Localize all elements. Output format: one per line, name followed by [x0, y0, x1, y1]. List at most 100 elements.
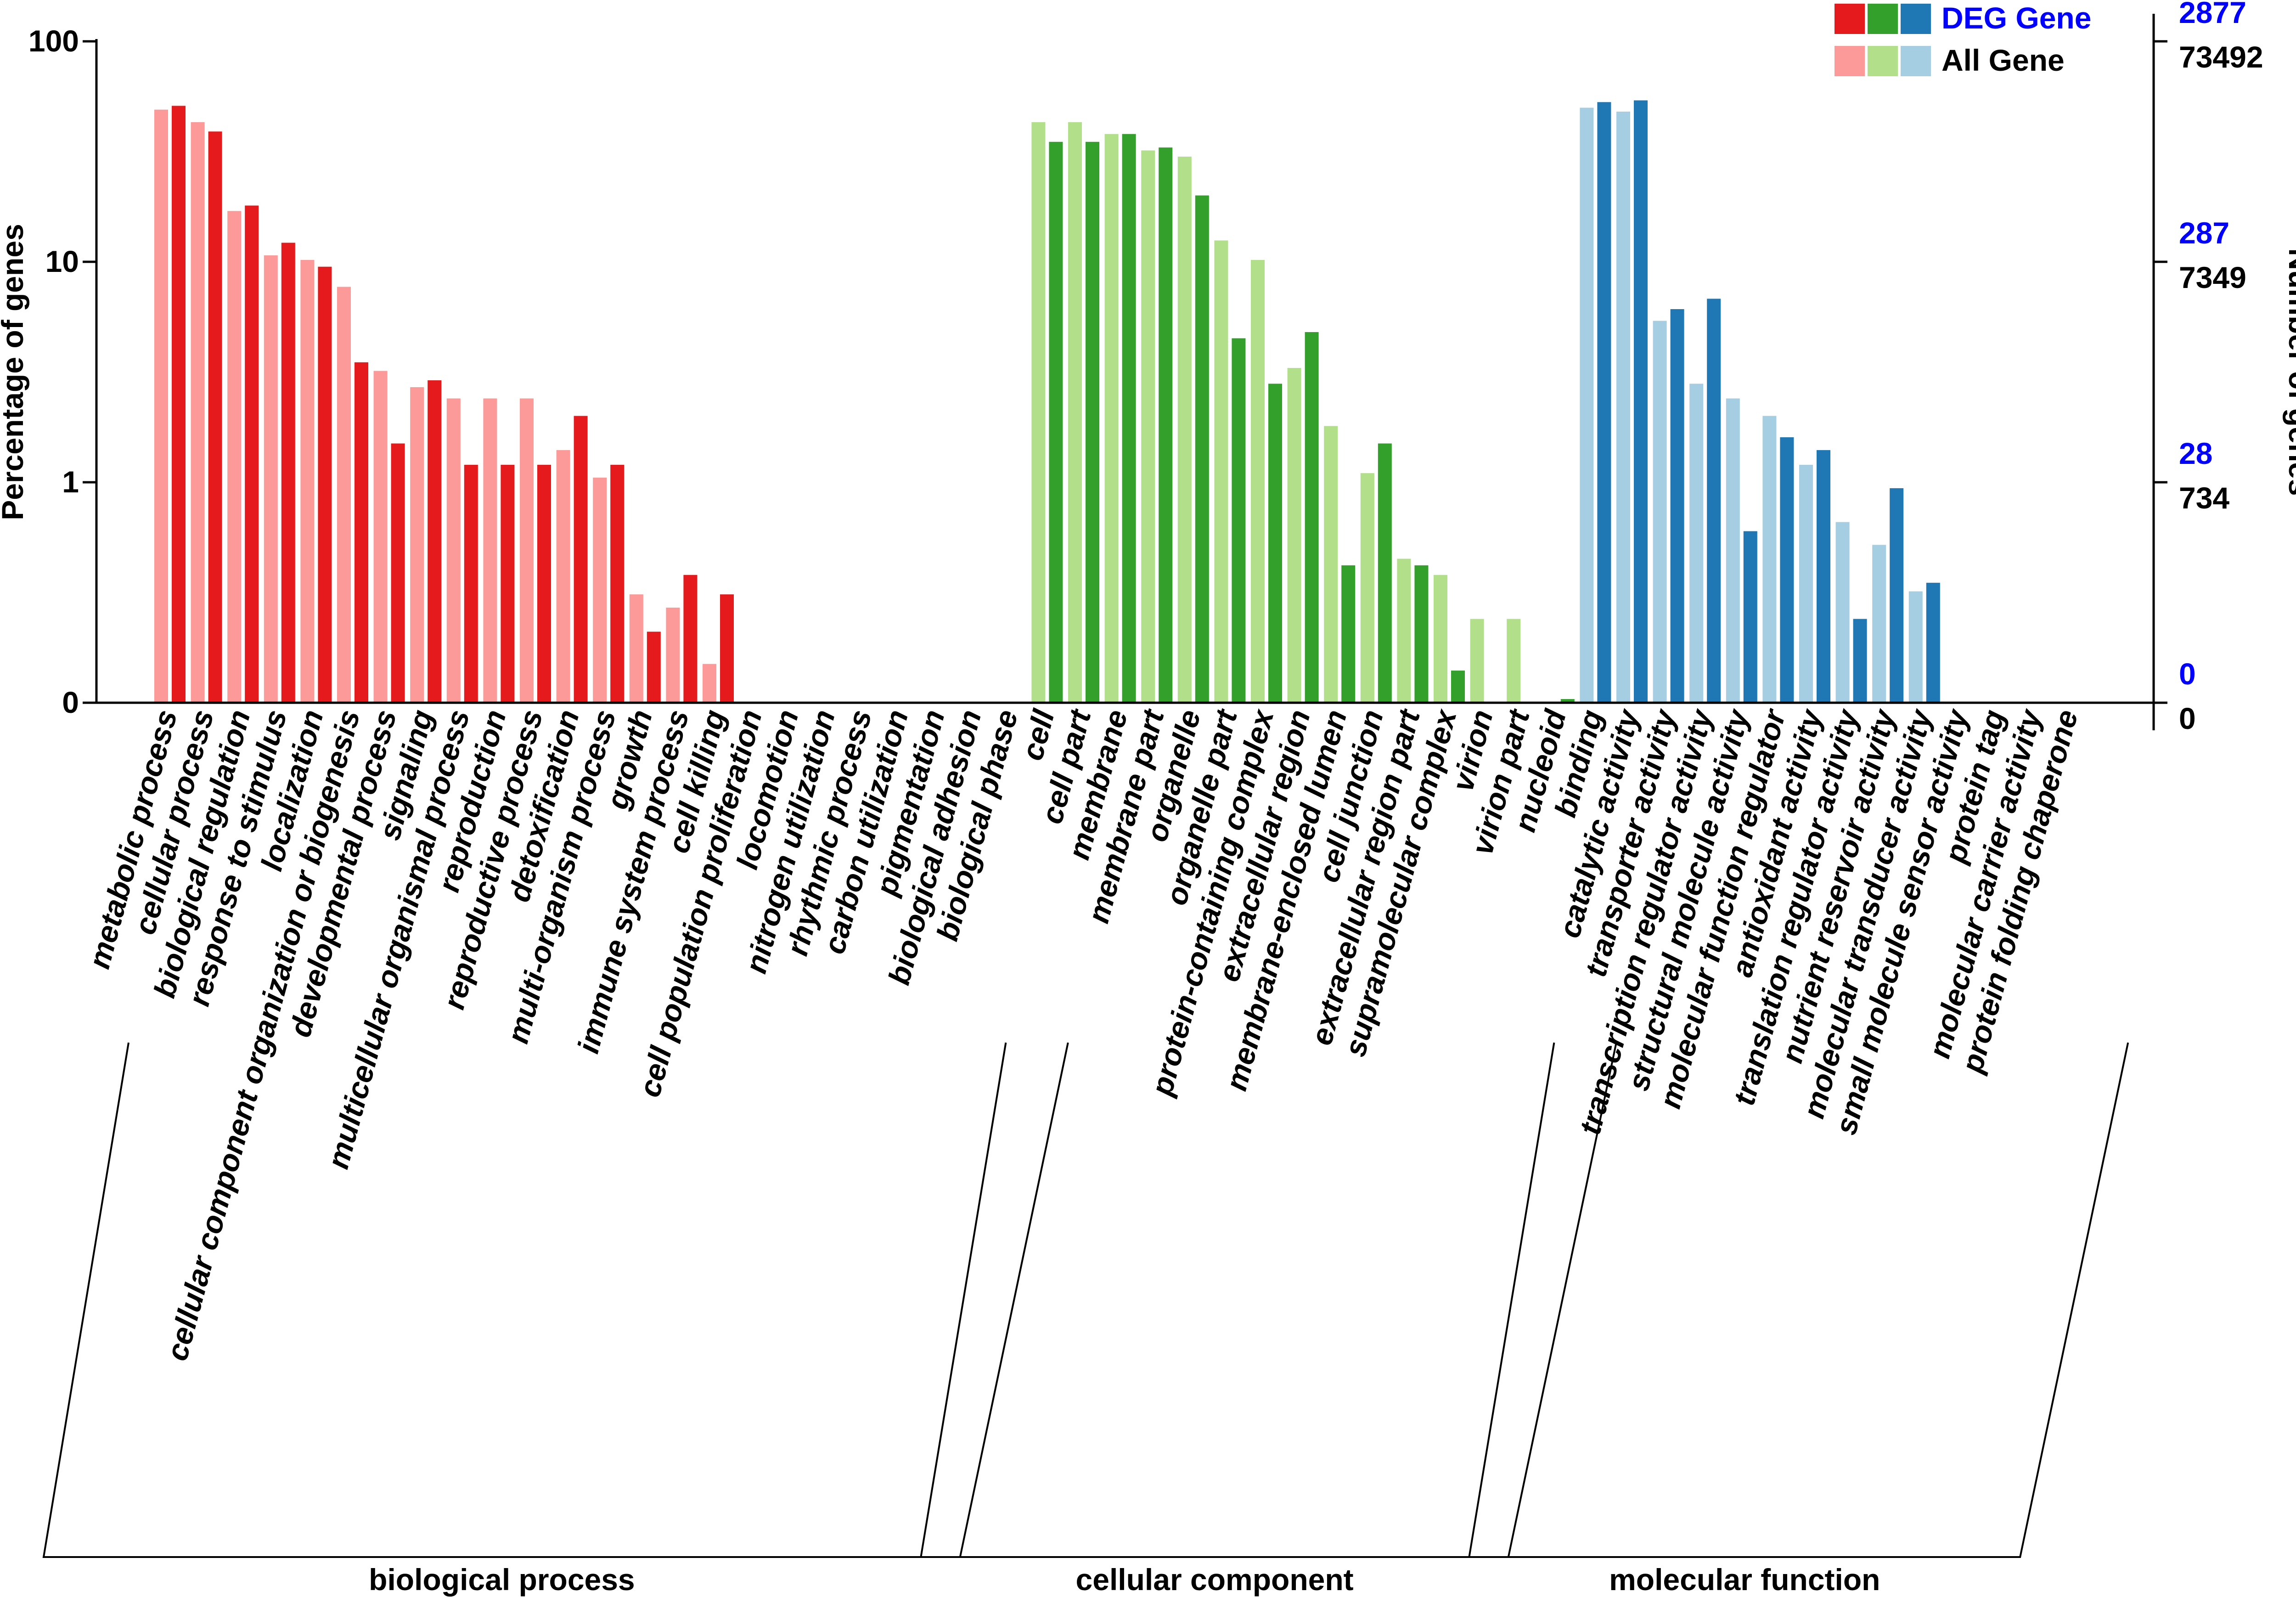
- all-gene-bar: [1507, 619, 1521, 703]
- left-tick-label: 10: [45, 244, 79, 278]
- group-label: biological process: [369, 1563, 635, 1597]
- deg-gene-bar: [1926, 582, 1940, 703]
- left-axis-title: Percentage of genes: [0, 224, 29, 520]
- all-gene-bar: [1470, 619, 1484, 703]
- all-gene-bar: [1324, 426, 1338, 703]
- legend-swatch: [1901, 4, 1931, 34]
- group-brackets: biological process cellular component mole…: [42, 1042, 2129, 1597]
- legend-label: All Gene: [1941, 43, 2065, 77]
- all-gene-bar: [1104, 134, 1119, 703]
- group-bracket: [42, 1042, 1069, 1558]
- all-gene-bar: [1872, 545, 1886, 703]
- left-tick-label: 1: [62, 465, 79, 499]
- all-gene-bar: [1141, 150, 1155, 703]
- deg-gene-bar: [537, 465, 551, 703]
- deg-gene-bar: [245, 205, 259, 703]
- right-tick-deg-label: 0: [2179, 657, 2196, 691]
- right-tick-all-label: 7349: [2179, 260, 2246, 294]
- deg-gene-bar: [172, 106, 186, 703]
- deg-gene-bar: [1780, 437, 1794, 703]
- legend-label: DEG Gene: [1941, 1, 2091, 35]
- legend-swatch: [1835, 46, 1865, 76]
- all-gene-bar: [1908, 591, 1923, 703]
- all-gene-bar: [483, 398, 497, 703]
- all-gene-bar: [629, 594, 643, 703]
- all-gene-bar: [1799, 465, 1813, 703]
- all-gene-bar: [1835, 522, 1850, 703]
- all-gene-bar: [1762, 416, 1777, 703]
- all-gene-bar: [227, 211, 242, 703]
- all-gene-bar: [593, 477, 607, 703]
- all-gene-bar: [1031, 122, 1046, 703]
- all-gene-bar: [1360, 473, 1374, 703]
- all-gene-bar: [446, 398, 461, 703]
- all-gene-bar: [1214, 240, 1228, 703]
- all-gene-bar: [1726, 398, 1740, 703]
- legend-swatch: [1868, 4, 1898, 34]
- deg-gene-bar: [647, 632, 661, 703]
- all-gene-bar: [1689, 384, 1704, 703]
- deg-gene-bar: [1670, 309, 1684, 703]
- deg-gene-bar: [1634, 100, 1648, 703]
- right-tick-deg-label: 2877: [2179, 0, 2246, 29]
- deg-gene-bar: [1195, 195, 1209, 703]
- deg-gene-bar: [1414, 565, 1429, 703]
- deg-gene-bar: [501, 465, 515, 703]
- legend-swatch: [1901, 46, 1931, 76]
- all-gene-bar: [410, 387, 424, 703]
- left-tick-label: 100: [28, 24, 79, 58]
- group-bracket: [920, 1042, 1617, 1558]
- deg-gene-bar: [1268, 384, 1282, 703]
- deg-gene-bar: [1597, 102, 1611, 703]
- all-gene-bar: [337, 287, 351, 703]
- all-gene-bar: [191, 122, 205, 703]
- all-gene-bar: [1251, 260, 1265, 703]
- all-gene-bar: [1287, 368, 1301, 703]
- all-gene-bar: [520, 398, 534, 703]
- deg-gene-bar: [574, 416, 588, 703]
- deg-gene-bar: [720, 594, 734, 703]
- all-gene-bar: [1653, 321, 1667, 703]
- deg-gene-bar: [1817, 450, 1830, 703]
- deg-gene-bar: [1707, 299, 1721, 703]
- deg-gene-bar: [1560, 699, 1575, 703]
- group-bracket: [1468, 1042, 2129, 1558]
- deg-gene-bar: [1890, 488, 1904, 703]
- deg-gene-bar: [464, 465, 478, 703]
- all-gene-bar: [666, 607, 680, 703]
- all-gene-bar: [373, 371, 388, 703]
- all-gene-bar: [1177, 157, 1192, 703]
- deg-gene-bar: [1853, 619, 1867, 703]
- deg-gene-bar: [1305, 332, 1319, 703]
- all-gene-bar: [300, 260, 315, 703]
- group-label: molecular function: [1609, 1563, 1880, 1597]
- right-tick-all-label: 0: [2179, 701, 2196, 735]
- deg-gene-bar: [1159, 147, 1173, 703]
- legend-swatch: [1868, 46, 1898, 76]
- all-gene-bar: [703, 664, 716, 703]
- deg-gene-bar: [610, 465, 625, 703]
- all-gene-bar: [1434, 575, 1447, 703]
- deg-gene-bar: [281, 243, 295, 703]
- deg-gene-bar: [1451, 670, 1465, 703]
- right-axis-ticks: 2877 73492 287 7349 28 734 0 0: [2154, 0, 2263, 735]
- left-tick-label: 0: [62, 685, 79, 719]
- all-gene-bar: [154, 109, 168, 703]
- all-gene-bar: [1616, 112, 1630, 703]
- all-gene-bar: [556, 450, 570, 703]
- legend: DEG Gene All Gene: [1835, 1, 2091, 77]
- group-label: cellular component: [1076, 1563, 1354, 1597]
- deg-gene-bar: [1049, 141, 1063, 703]
- deg-gene-bar: [208, 131, 222, 703]
- deg-gene-bar: [355, 362, 368, 703]
- deg-gene-bar: [1743, 531, 1757, 703]
- deg-gene-bar: [428, 380, 442, 703]
- right-tick-deg-label: 28: [2179, 436, 2212, 470]
- all-gene-bar: [1580, 107, 1594, 703]
- deg-gene-bar: [1122, 134, 1136, 703]
- legend-swatch: [1835, 4, 1865, 34]
- deg-gene-bar: [1086, 141, 1099, 703]
